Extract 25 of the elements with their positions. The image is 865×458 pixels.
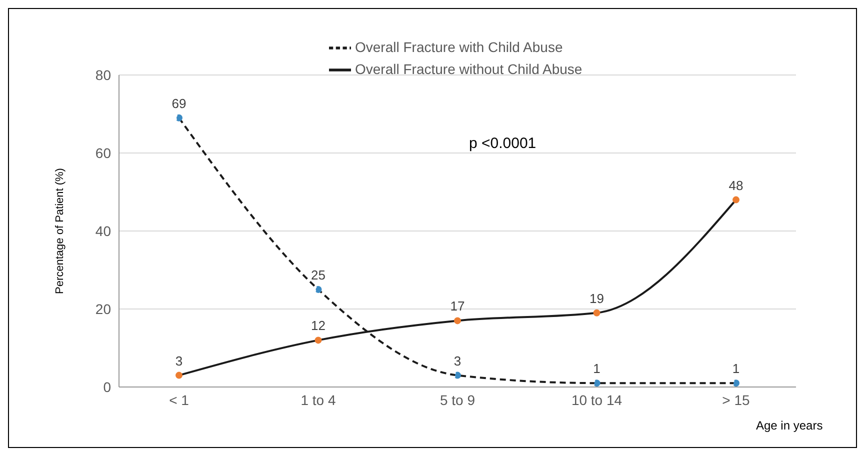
y-tick-label: 60 bbox=[95, 144, 112, 161]
y-axis-title: Percentage of Patient (%) bbox=[54, 168, 66, 294]
x-axis-title: Age in years bbox=[756, 418, 823, 432]
legend-label: Overall Fracture with Child Abuse bbox=[355, 39, 563, 56]
x-tick-label: 5 to 9 bbox=[440, 392, 476, 408]
data-label: 25 bbox=[311, 268, 326, 282]
data-label: 69 bbox=[172, 96, 186, 111]
data-label: 1 bbox=[732, 361, 740, 376]
data-label: 19 bbox=[590, 290, 604, 306]
data-label: 3 bbox=[175, 353, 183, 368]
x-tick-label: 1 to 4 bbox=[300, 392, 336, 408]
x-tick-label: > 15 bbox=[722, 392, 750, 408]
x-tick-label: 10 to 14 bbox=[571, 392, 622, 408]
data-label: 17 bbox=[450, 298, 465, 314]
data-label: 3 bbox=[454, 353, 462, 368]
data-label: 1 bbox=[593, 361, 600, 376]
y-tick-label: 20 bbox=[95, 300, 112, 317]
y-tick-label: 40 bbox=[95, 222, 112, 239]
y-tick-label: 80 bbox=[95, 66, 112, 83]
data-label: 12 bbox=[311, 318, 326, 334]
data-label: 48 bbox=[728, 178, 744, 193]
x-tick-label: < 1 bbox=[169, 392, 190, 408]
legend-label: Overall Fracture without Child Abuse bbox=[355, 61, 582, 78]
y-tick-label: 0 bbox=[103, 378, 112, 395]
annotation: p <0.0001 bbox=[469, 135, 536, 152]
